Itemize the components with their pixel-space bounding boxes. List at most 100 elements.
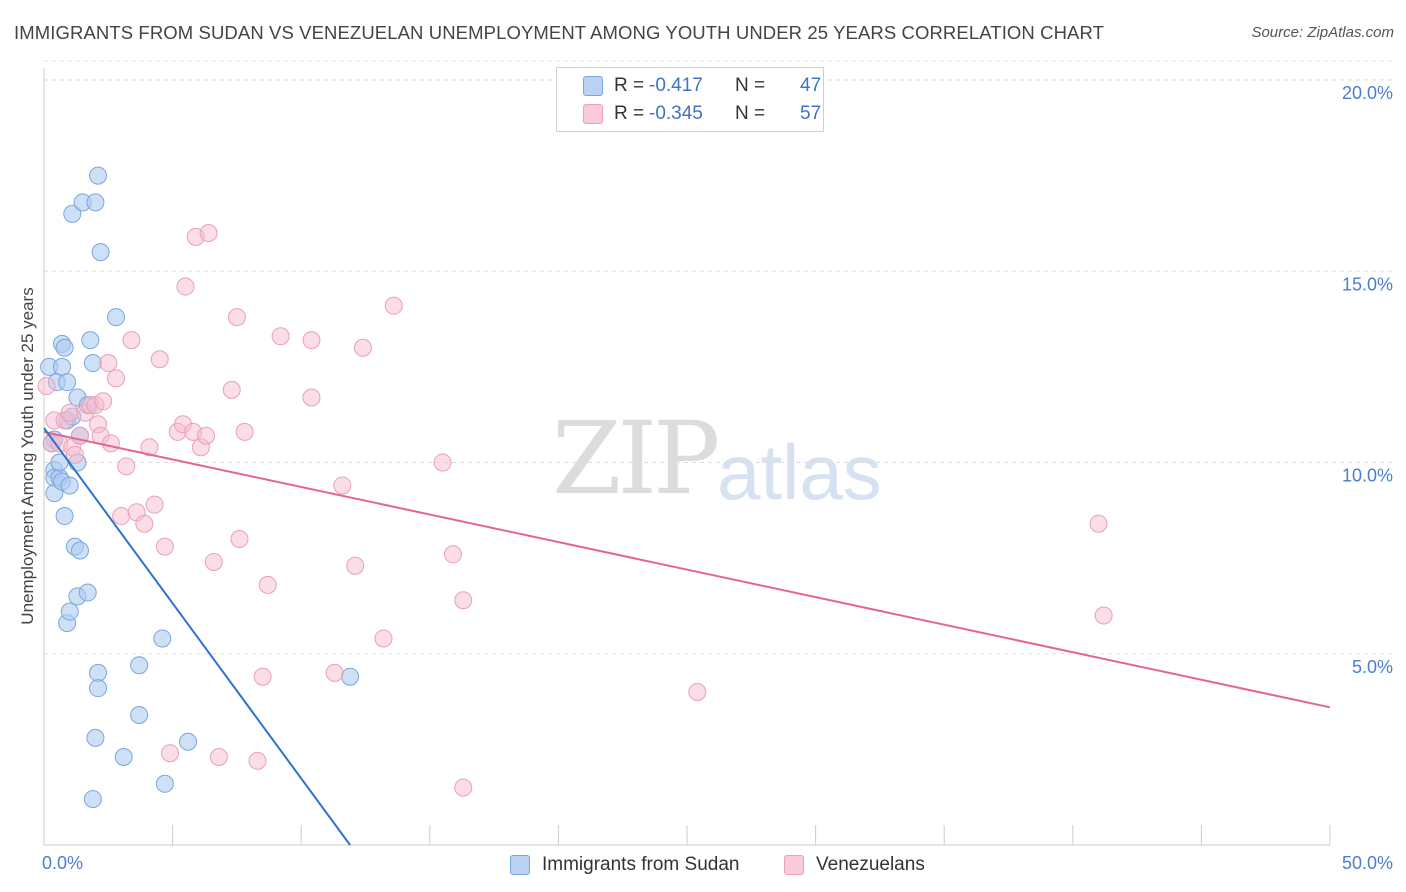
venezuelan-point — [353, 338, 372, 357]
sudan-point — [55, 507, 74, 526]
venezuelan-point — [94, 392, 113, 411]
sudan-point — [50, 453, 69, 472]
sudan-point — [58, 373, 77, 392]
watermark-zip: ZIP — [552, 400, 720, 517]
venezuelan-point — [454, 778, 473, 797]
venezuelan-point — [117, 457, 136, 476]
y-tick-label: 20.0% — [1342, 83, 1393, 103]
sudan-point — [60, 602, 79, 621]
legend-n-label: N = — [735, 103, 766, 124]
venezuelan-point — [199, 224, 218, 242]
sudan-point — [78, 583, 97, 602]
venezuelan-point — [155, 537, 174, 556]
x-tick-label: 0.0% — [42, 853, 83, 873]
chart-title: IMMIGRANTS FROM SUDAN VS VENEZUELAN UNEM… — [14, 22, 1105, 43]
venezuelan-points — [37, 224, 1113, 797]
trend-lines — [43, 427, 1331, 846]
venezuelan-point — [204, 552, 223, 571]
axes — [43, 68, 1331, 846]
venezuelan-point — [443, 545, 462, 564]
bottom-legend-swatch-venezuelans — [784, 855, 804, 875]
sudan-point — [53, 357, 72, 376]
bottom-legend-label-venezuelans: Venezuelans — [816, 854, 925, 875]
sudan-point — [130, 705, 149, 724]
venezuelan-point — [1089, 514, 1108, 533]
venezuelan-trend-line — [43, 430, 1331, 709]
venezuelan-point — [325, 663, 344, 682]
venezuelan-point — [248, 751, 267, 770]
legend-r-value: -0.345 — [649, 103, 703, 124]
venezuelan-point — [454, 591, 473, 610]
venezuelan-point — [176, 277, 195, 296]
sudan-point — [63, 204, 82, 223]
sudan-point — [86, 728, 105, 747]
venezuelan-point — [145, 495, 164, 514]
venezuelan-point — [258, 575, 277, 594]
venezuelan-point — [135, 514, 154, 533]
sudan-point — [60, 476, 79, 495]
bottom-legend-swatch-sudan — [510, 855, 530, 875]
venezuelan-point — [112, 507, 131, 526]
venezuelan-point — [253, 667, 272, 686]
y-tick-label: 10.0% — [1342, 466, 1393, 486]
venezuelan-point — [271, 327, 290, 346]
sudan-point — [179, 732, 198, 751]
venezuelan-point — [302, 388, 321, 407]
sudan-point — [341, 667, 360, 686]
sudan-point — [89, 679, 108, 698]
venezuelan-point — [122, 331, 141, 350]
grid-lines — [44, 60, 1393, 655]
venezuelan-point — [227, 308, 246, 327]
sudan-point — [86, 193, 105, 212]
venezuelan-point — [1094, 606, 1113, 625]
source-label: Source: ZipAtlas.com — [1251, 24, 1394, 41]
venezuelan-point — [101, 434, 120, 453]
bottom-legend-sudan[interactable]: Immigrants from Sudan — [510, 852, 739, 878]
sudan-point — [153, 629, 172, 648]
legend-row-venezuelans: R = -0.345 N = 57 — [557, 100, 823, 128]
legend-r-label: R = — [614, 103, 645, 124]
venezuelan-point — [302, 331, 321, 350]
venezuelan-point — [197, 426, 216, 445]
sudan-point — [155, 774, 174, 793]
venezuelan-point — [60, 403, 79, 422]
venezuelan-point — [161, 744, 180, 763]
x-tick-label: 50.0% — [1342, 853, 1393, 873]
venezuelan-point — [99, 354, 118, 373]
sudan-point — [71, 541, 90, 560]
sudan-point — [89, 166, 108, 185]
venezuelan-point — [150, 350, 169, 369]
legend-swatch-sudan — [583, 76, 603, 96]
venezuelan-point — [140, 438, 159, 457]
venezuelan-point — [209, 748, 228, 767]
sudan-point — [107, 308, 126, 327]
legend-n-label: N = — [735, 75, 766, 96]
sudan-point — [91, 243, 110, 262]
bottom-legend-venezuelans[interactable]: Venezuelans — [784, 852, 925, 878]
venezuelan-point — [107, 369, 126, 388]
venezuelan-point — [346, 556, 365, 575]
venezuelan-point — [235, 422, 254, 441]
sudan-point — [83, 354, 102, 373]
sudan-point — [55, 338, 74, 357]
legend-n-value: 47 — [800, 75, 822, 96]
watermark-atlas: atlas — [717, 428, 882, 516]
venezuelan-point — [222, 380, 241, 399]
sudan-point — [130, 656, 149, 675]
venezuelan-point — [65, 445, 84, 464]
venezuelan-point — [688, 683, 707, 701]
sudan-point — [89, 663, 108, 682]
bottom-legend-label-sudan: Immigrants from Sudan — [542, 854, 740, 875]
venezuelan-point — [230, 530, 249, 548]
legend-n-value: 57 — [800, 103, 822, 124]
y-tick-label: 15.0% — [1342, 274, 1393, 294]
venezuelan-point — [333, 476, 352, 495]
sudan-point — [114, 748, 133, 767]
legend-row-sudan: R = -0.417 N = 47 — [557, 72, 823, 100]
legend-r-value: -0.417 — [649, 75, 703, 96]
legend-swatch-venezuelans — [583, 104, 603, 124]
sudan-points — [40, 166, 360, 809]
legend-r-label: R = — [614, 75, 645, 96]
venezuelan-point — [384, 296, 403, 315]
